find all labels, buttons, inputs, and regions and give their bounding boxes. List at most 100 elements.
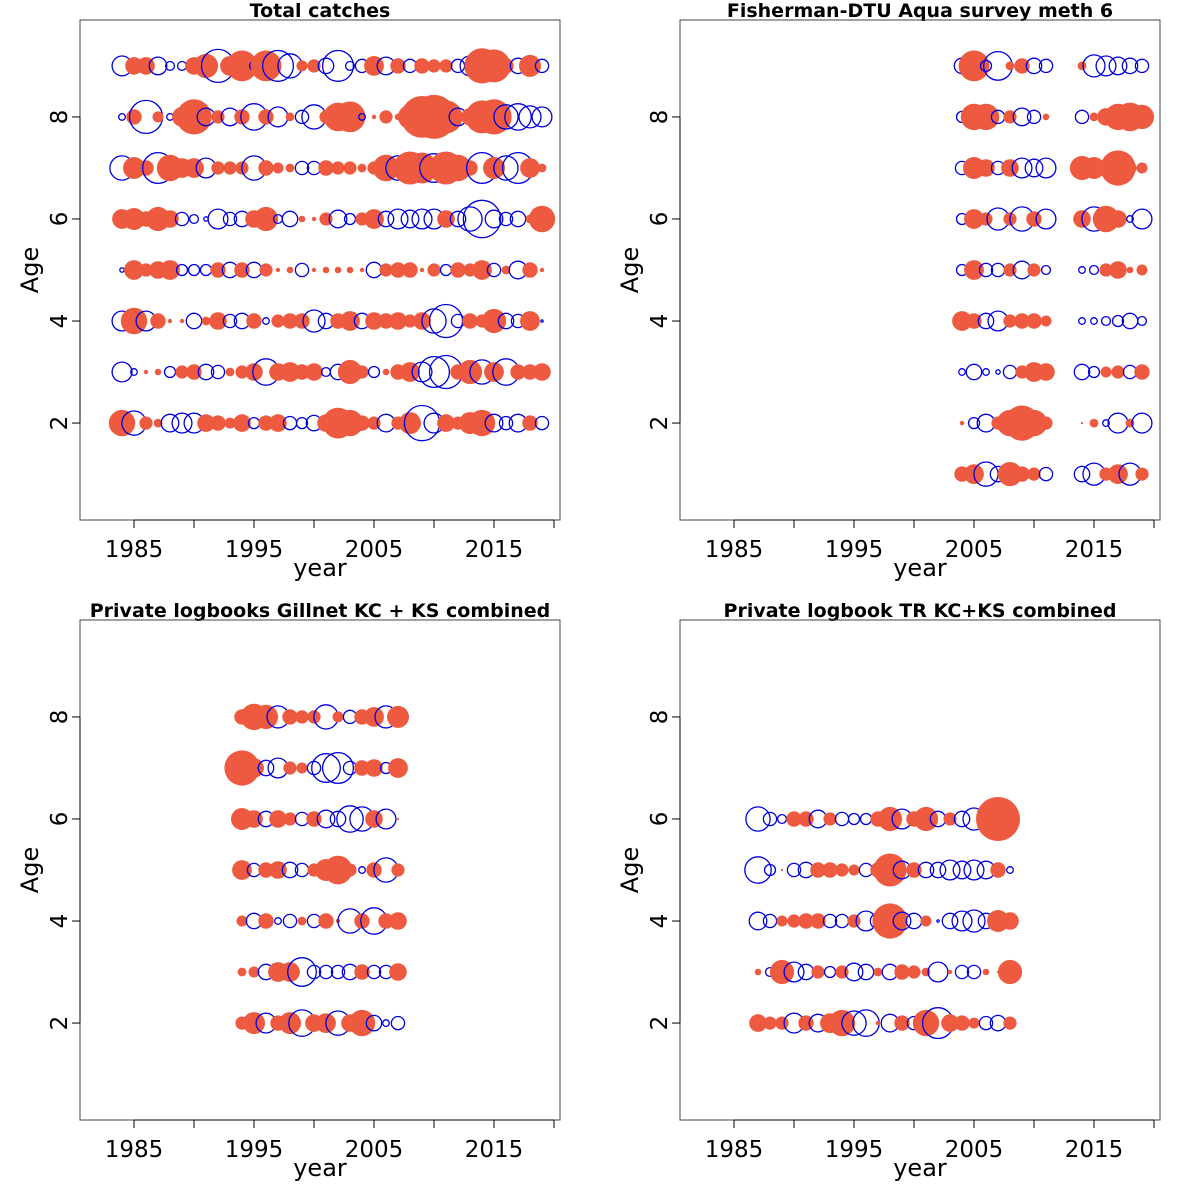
bubble-positive: [539, 267, 545, 273]
bubble-positive: [1129, 104, 1155, 129]
bubble-positive: [1100, 150, 1136, 186]
bubble-negative: [822, 913, 838, 929]
y-axis-label: Age: [16, 247, 44, 293]
bubble-negative: [311, 753, 341, 783]
bubble-positive: [161, 210, 179, 228]
bubble-positive: [520, 158, 540, 178]
bubble-positive: [822, 862, 838, 878]
bubble-positive: [1134, 364, 1150, 380]
panel-gillnet-logbooks: Private logbooks Gillnet KC + KS combine…: [16, 600, 561, 1182]
bubble-negative: [745, 806, 771, 832]
bubble-positive: [250, 50, 282, 82]
bubble-positive: [1027, 467, 1041, 481]
bubble-positive: [520, 311, 540, 331]
bubble-negative: [484, 413, 504, 433]
bubble-negative: [498, 211, 514, 227]
bubble-positive: [1003, 1016, 1017, 1030]
bubble-positive: [244, 758, 264, 778]
bubble-positive: [283, 761, 297, 775]
bubble-negative: [1073, 465, 1091, 483]
bubble-positive: [400, 362, 420, 382]
bubble-negative: [951, 910, 973, 932]
bubble-negative: [762, 913, 778, 929]
bubble-negative: [1126, 215, 1134, 223]
bubble-positive: [354, 415, 370, 431]
bubble-negative: [306, 964, 322, 980]
x-tick-label: 2005: [345, 537, 404, 563]
bubble-positive: [977, 159, 995, 177]
axes: 1985 1995 2005 2015 2 4 6 8: [647, 710, 1155, 1163]
bubble-negative: [1011, 157, 1033, 179]
bubble-negative: [1107, 412, 1129, 434]
bubble-negative: [207, 208, 229, 230]
bubble-positive: [210, 415, 226, 431]
bubble-positive: [378, 313, 394, 329]
bubble-negative: [450, 58, 466, 74]
bubble-positive: [941, 1014, 959, 1032]
bubble-negative: [1026, 109, 1042, 125]
bubble-negative: [1136, 315, 1148, 327]
bubble-negative: [1082, 54, 1106, 78]
bubble-negative: [939, 859, 961, 881]
bubble-positive: [769, 959, 795, 985]
bubble-positive: [382, 368, 390, 376]
bubble-positive: [179, 318, 185, 324]
bubble-negative: [287, 957, 317, 987]
bubble-negative: [163, 365, 177, 379]
x-tick-label: 1995: [225, 1137, 284, 1163]
bubble-positive: [175, 365, 189, 379]
bubble-positive: [197, 414, 215, 432]
bubble-positive: [323, 855, 353, 885]
bubble-positive: [396, 817, 400, 821]
bubble-negative: [954, 964, 970, 980]
bubble-positive: [976, 797, 1020, 841]
bubble-negative: [504, 103, 532, 131]
bubble-positive: [1083, 157, 1105, 179]
bubble-negative: [366, 964, 382, 980]
bubble-positive: [258, 109, 274, 125]
bubble-positive: [152, 111, 164, 123]
bubble-positive: [964, 209, 984, 229]
bubble-positive: [835, 863, 849, 877]
bubble-positive: [282, 709, 298, 725]
bubble-positive: [269, 414, 287, 432]
bubble-negative: [1095, 55, 1117, 77]
panel-fisherman-survey: Fisherman-DTU Aqua survey meth 6 year Ag…: [616, 0, 1161, 582]
bubble-negative: [281, 210, 299, 228]
bubble-positive: [364, 707, 384, 727]
bubble-negative: [1002, 364, 1018, 380]
bubble-positive: [972, 103, 1000, 131]
bubble-positive: [468, 409, 496, 437]
axes: 1985 1995 2005 2015 2 4 6 8: [647, 110, 1155, 563]
bubble-positive: [379, 263, 393, 277]
bubble-negative: [977, 312, 995, 330]
bubble-positive: [907, 965, 921, 979]
y-tick-label: 2: [647, 1016, 673, 1031]
bubble-negative: [1025, 57, 1043, 75]
bubble-positive: [439, 59, 453, 73]
bubble-negative: [462, 199, 502, 239]
bubble-positive: [1039, 416, 1053, 430]
bubble-negative: [797, 963, 815, 981]
bubble-negative: [302, 309, 326, 333]
x-axis-label: year: [893, 1154, 947, 1182]
bubble-positive: [1014, 466, 1030, 482]
bubble-positive: [371, 114, 377, 120]
bubble-negative: [1074, 109, 1090, 125]
bubble-negative: [210, 364, 226, 380]
bubble-positive: [357, 163, 367, 173]
bubble-negative: [382, 1019, 390, 1028]
bubble-positive: [311, 216, 317, 222]
bubble-positive: [1037, 363, 1055, 381]
bubble-positive: [348, 1009, 376, 1037]
bubble-positive: [269, 861, 287, 879]
bubble-positive: [295, 710, 309, 724]
bubble-negative: [377, 210, 395, 228]
bubble-positive: [193, 53, 219, 78]
bubble-positive: [297, 916, 307, 926]
y-tick-label: 8: [47, 710, 73, 725]
bubble-positive: [1136, 264, 1148, 276]
bubble-negative: [118, 112, 126, 121]
bubble-positive: [153, 418, 163, 428]
